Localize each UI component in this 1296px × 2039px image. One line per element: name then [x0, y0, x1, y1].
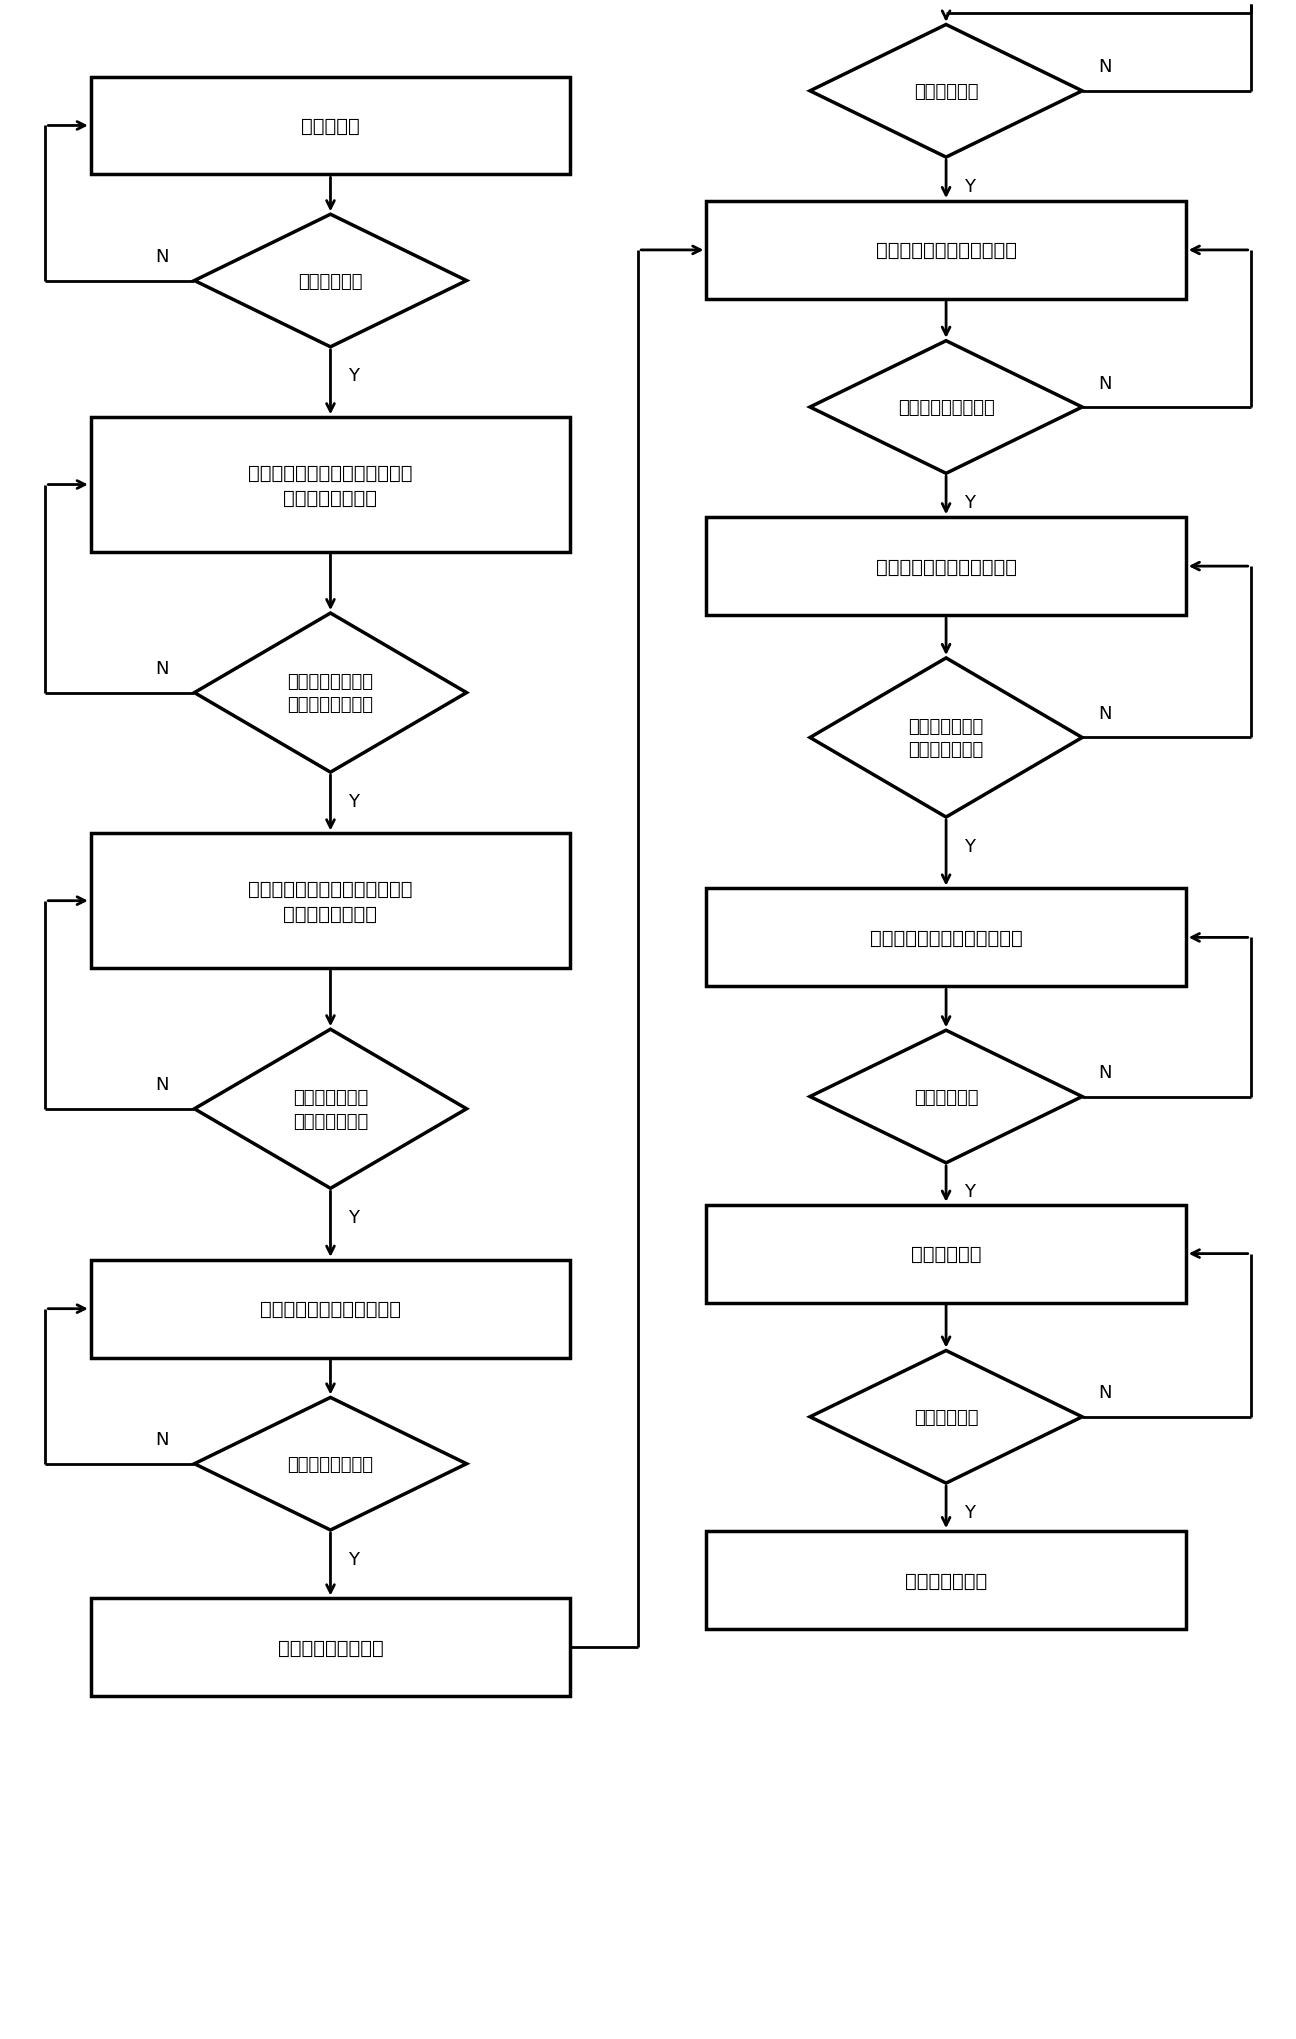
FancyBboxPatch shape — [706, 202, 1186, 300]
FancyBboxPatch shape — [706, 1531, 1186, 1629]
Text: N: N — [1099, 375, 1112, 391]
Text: Y: Y — [964, 838, 975, 854]
FancyBboxPatch shape — [91, 418, 570, 553]
Text: Y: Y — [964, 1503, 975, 1521]
Polygon shape — [810, 341, 1082, 473]
Text: 获得退出指令: 获得退出指令 — [914, 1409, 978, 1425]
Text: N: N — [156, 1077, 168, 1093]
Text: Y: Y — [964, 177, 975, 196]
Text: 变频器进入强迫换相工作模式、
采用恒定转矩控制: 变频器进入强迫换相工作模式、 采用恒定转矩控制 — [249, 463, 412, 508]
Text: 进入最大输出转矩工作模式: 进入最大输出转矩工作模式 — [876, 241, 1016, 261]
FancyBboxPatch shape — [91, 834, 570, 969]
Text: 变频器采用转速双闭环控制: 变频器采用转速双闭环控制 — [260, 1299, 400, 1319]
Text: 变频器进入自然换相工作模式、
采用恒定转矩控制: 变频器进入自然换相工作模式、 采用恒定转矩控制 — [249, 879, 412, 924]
Polygon shape — [194, 614, 467, 773]
Text: Y: Y — [964, 1183, 975, 1201]
FancyBboxPatch shape — [706, 1205, 1186, 1303]
Text: N: N — [156, 1431, 168, 1448]
Text: 转速频率为吹扫
指令对应的频率: 转速频率为吹扫 指令对应的频率 — [293, 1089, 368, 1130]
Text: Y: Y — [349, 793, 359, 809]
Text: 获得启动指令: 获得启动指令 — [914, 84, 978, 100]
FancyBboxPatch shape — [91, 77, 570, 175]
Text: 等待退出指令: 等待退出指令 — [911, 1244, 981, 1264]
FancyBboxPatch shape — [706, 889, 1186, 987]
Polygon shape — [194, 1399, 467, 1529]
Text: 变频器退出控制: 变频器退出控制 — [905, 1570, 988, 1590]
Polygon shape — [810, 27, 1082, 157]
Text: Y: Y — [964, 493, 975, 512]
Polygon shape — [194, 214, 467, 347]
FancyBboxPatch shape — [91, 1260, 570, 1358]
Text: 燃气轮机组定子电流线性减小: 燃气轮机组定子电流线性减小 — [870, 928, 1023, 948]
Text: 定子电流为零: 定子电流为零 — [914, 1089, 978, 1105]
Text: N: N — [1099, 1384, 1112, 1401]
Text: N: N — [1099, 1064, 1112, 1081]
Text: 燃气轮机组转速频
率为自然换相频率: 燃气轮机组转速频 率为自然换相频率 — [288, 673, 373, 714]
Polygon shape — [194, 1030, 467, 1189]
FancyBboxPatch shape — [706, 518, 1186, 616]
Text: 机端电压为额定电压: 机端电压为额定电压 — [898, 400, 994, 416]
Text: N: N — [1099, 59, 1112, 75]
Text: 变频器进入闭锁模式: 变频器进入闭锁模式 — [277, 1637, 384, 1658]
Polygon shape — [810, 659, 1082, 818]
Text: 燃气轮机组转速
频率为自持转速: 燃气轮机组转速 频率为自持转速 — [908, 718, 984, 759]
Text: N: N — [156, 249, 168, 265]
Polygon shape — [810, 1350, 1082, 1484]
Text: 进入最大运行功率工作模式: 进入最大运行功率工作模式 — [876, 557, 1016, 577]
Text: 获得吹扫指令: 获得吹扫指令 — [298, 273, 363, 290]
Text: N: N — [1099, 705, 1112, 722]
Text: 变频器待机: 变频器待机 — [301, 116, 360, 137]
Text: Y: Y — [349, 367, 359, 385]
Text: Y: Y — [349, 1550, 359, 1568]
Text: 获得停止吹扫指令: 获得停止吹扫指令 — [288, 1456, 373, 1472]
Text: N: N — [156, 661, 168, 677]
FancyBboxPatch shape — [91, 1599, 570, 1696]
Text: Y: Y — [349, 1209, 359, 1225]
Polygon shape — [810, 1030, 1082, 1162]
